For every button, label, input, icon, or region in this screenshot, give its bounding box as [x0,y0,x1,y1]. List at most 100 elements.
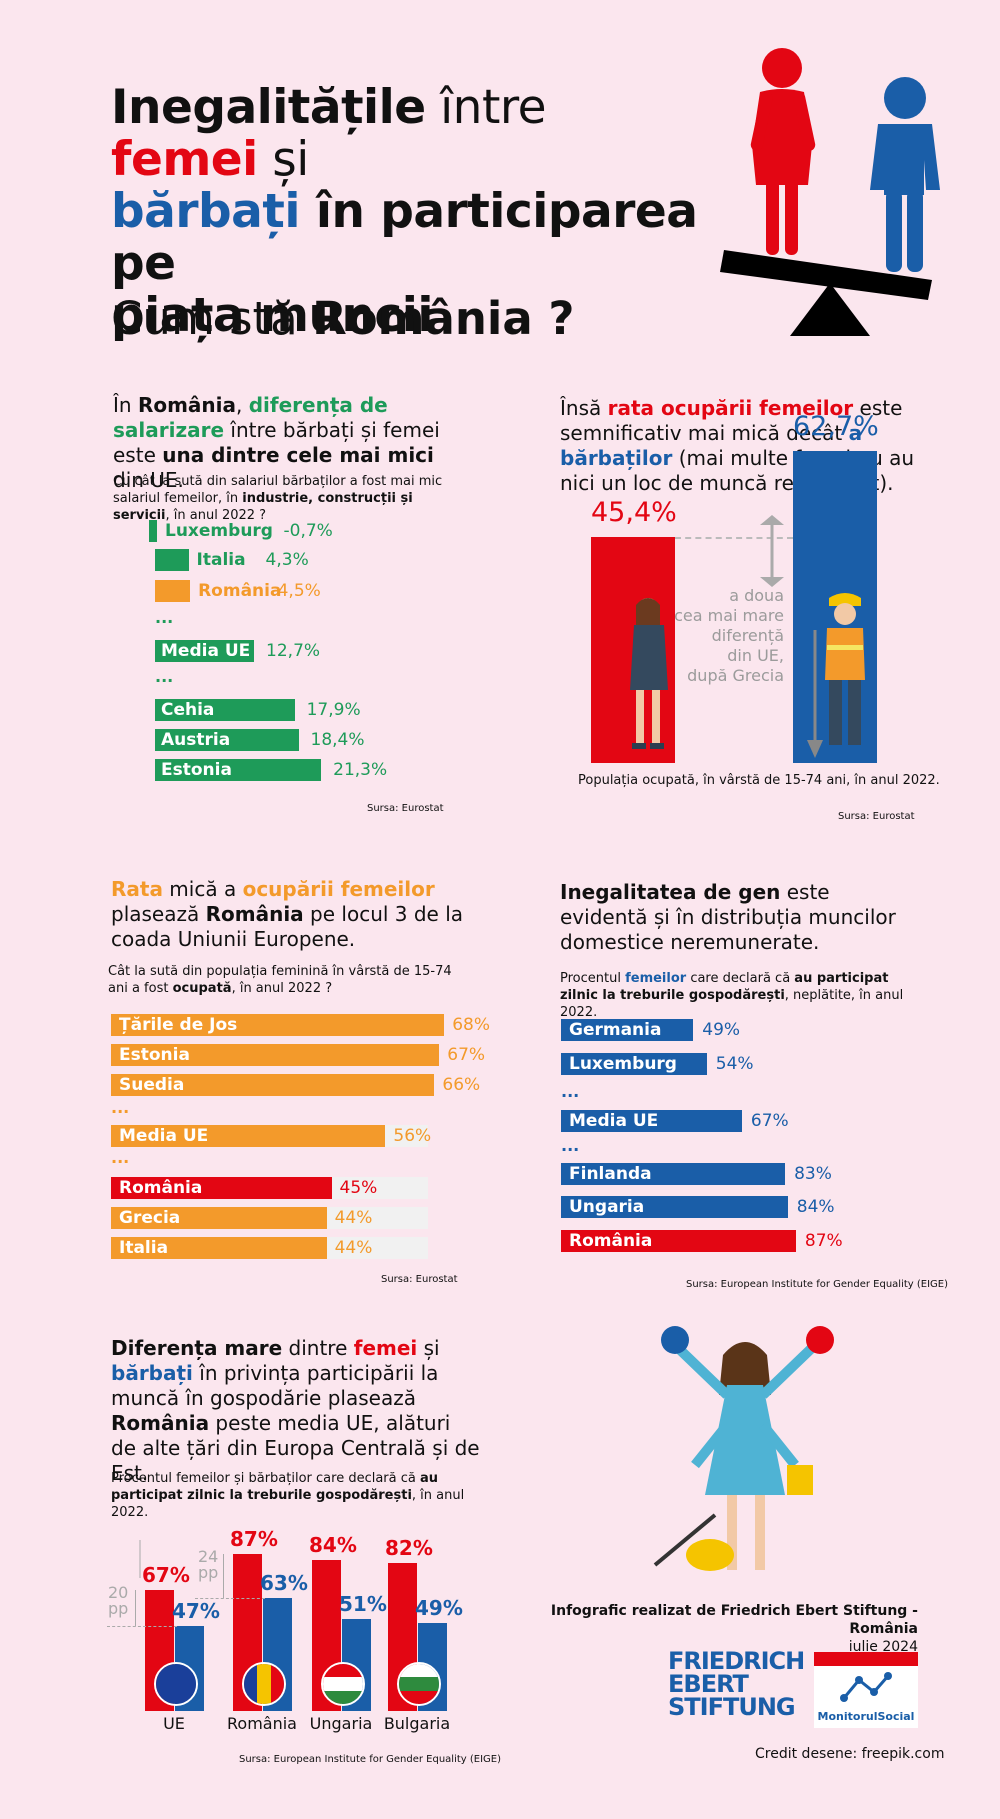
bar: Media UE [111,1125,386,1147]
bar-value-label: 44% [334,1238,373,1258]
ellipsis: ... [155,667,174,686]
bar [155,549,189,571]
bar-category-label: Austria [161,730,231,750]
flag-stripe [323,1664,363,1678]
bar-value-label: 51% [339,1592,387,1617]
section5-question: Procentul femeilor și bărbaților care de… [111,1471,465,1520]
bar: Media UE [561,1110,742,1132]
source-note: Sursa: Eurostat [367,803,444,814]
seesaw-plank-icon [720,250,932,300]
monitorul-social-logo: MonitorulSocial [814,1652,918,1728]
bar-value-label: 63% [260,1570,308,1595]
bar-category-label: Cehia [161,700,215,720]
gap-note: a doua cea mai mare diferență din UE, după G… [674,586,784,685]
drawings-credit: Credit desene: freepik.com [755,1746,945,1762]
bar-value-label: 21,3% [333,760,388,780]
construction-worker-icon [807,593,865,758]
gap-reference-line [107,1626,177,1628]
source-note: Sursa: European Institute for Gender Equ… [686,1279,949,1290]
network-icon [840,1672,892,1702]
bar: Ungaria [561,1196,788,1218]
bar: Italia [111,1237,327,1259]
bar-value-label: 87% [230,1527,278,1552]
seesaw-illustration [720,48,940,336]
bar-value-label: 67% [447,1045,486,1065]
category-label: UE [163,1714,185,1733]
bar-category-label: Luxemburg [165,521,273,541]
ellipsis: ... [111,1148,130,1167]
bar [155,640,255,662]
flag-stripe [323,1677,363,1691]
flag-stripe [270,1664,284,1704]
bar [155,729,299,751]
bar: Estonia [111,1044,440,1066]
bar: România [561,1230,796,1252]
gap-label-ue: 20 pp [108,1583,129,1618]
bar-value-label: 56% [393,1126,432,1146]
flag-stripe [156,1677,196,1691]
bar-value-label: 49% [702,1020,741,1040]
page-title: Inegalitățile între femei și bărbați în … [111,80,698,343]
gap-arrow-icon [760,515,784,587]
flag-icon [154,1662,198,1706]
businesswoman-icon [630,598,668,749]
bar-value-label: 18,4% [310,730,365,750]
bar-value-label: 84% [796,1197,835,1217]
bar [155,580,191,602]
reference-line [675,536,793,539]
bar-value-label: 4,5% [277,581,321,601]
footer-credit: Infografic realizat de Friedrich Ebert S… [550,1603,918,1655]
bar-category-label: România [198,581,282,601]
section3-intro: Rata mică a ocupării femeilor plasează R… [111,877,464,951]
source-note: Sursa: Eurostat [838,811,915,822]
bar-value-label: 44% [334,1208,373,1228]
bar-value-label: 87% [804,1231,843,1251]
section5-intro: Diferența mare dintre femei și bărbați î… [111,1336,480,1485]
bar-category-label: Italia [196,550,246,570]
section4-intro: Inegalitatea de gen este evidentă și în … [560,880,896,954]
bar [155,699,295,721]
bar [149,520,157,542]
section4-question: Procentul femeilor care declară că au pa… [560,971,904,1020]
bar: Grecia [111,1207,327,1229]
bar-category-label: Media UE [161,641,251,661]
woman-figure-icon [750,48,816,255]
bar: Suedia [111,1074,435,1096]
bar-value-label: 62,7% [793,410,879,442]
flag-stripe [156,1664,196,1678]
flag-icon [242,1662,286,1706]
bar [155,759,322,781]
bar-value-label: 17,9% [306,700,361,720]
bar-value-label: 12,7% [266,641,321,661]
flag-stripe [156,1690,196,1704]
section1-question: Cu cât la sută din salariul bărbaților a… [113,474,443,523]
flag-stripe [399,1677,439,1691]
ellipsis: ... [561,1136,580,1155]
flag-icon [397,1662,441,1706]
bar: Finlanda [561,1163,786,1185]
category-label: Bulgaria [383,1714,451,1733]
flag-stripe [323,1690,363,1704]
flag-stripe [399,1690,439,1704]
bar-value-label: -0,7% [283,521,333,541]
gap-bracket [223,1554,224,1598]
bar-value-label: 4,3% [265,550,309,570]
bar-value-label: 84% [309,1532,357,1557]
flag-stripe [257,1664,271,1704]
bar-value-label: 67% [750,1111,789,1131]
multitasking-woman-icon [653,1326,834,1571]
gap-lines [139,1540,141,1578]
bar-value-label: 82% [385,1536,433,1561]
bar-value-label: 45,4% [591,496,677,528]
flag-icon [321,1662,365,1706]
section1-intro: În România, diferența de salarizare într… [113,393,440,492]
fes-logo: FRIEDRICH EBERT STIFTUNG [668,1647,805,1721]
bar-value-label: 66% [442,1075,481,1095]
category-label: România [227,1714,297,1733]
ellipsis: ... [111,1098,130,1117]
bar-value-label: 83% [794,1164,832,1184]
ellipsis: ... [155,608,174,627]
flag-stripe [244,1664,258,1704]
bar: Țările de Jos [111,1014,445,1036]
bar: Germania [561,1019,694,1041]
